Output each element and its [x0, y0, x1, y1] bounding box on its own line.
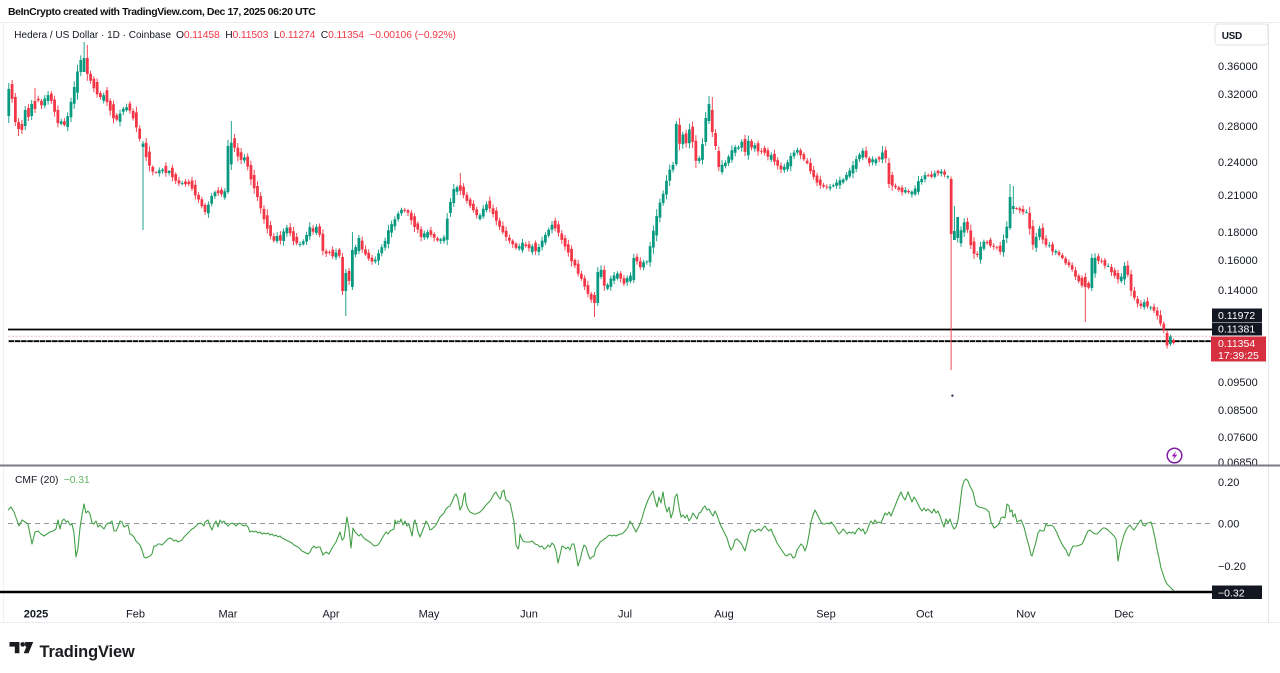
svg-text:0.28000: 0.28000 [1218, 121, 1258, 133]
svg-text:0.21000: 0.21000 [1218, 190, 1258, 202]
svg-text:Aug: Aug [714, 609, 734, 621]
svg-text:0.24000: 0.24000 [1218, 157, 1258, 169]
svg-text:2025: 2025 [24, 609, 48, 621]
svg-text:−0.20: −0.20 [1218, 561, 1246, 573]
svg-text:0.14000: 0.14000 [1218, 285, 1258, 297]
svg-text:0.08500: 0.08500 [1218, 405, 1258, 417]
svg-text:Nov: Nov [1016, 609, 1036, 621]
svg-text:May: May [419, 609, 440, 621]
svg-text:−0.32: −0.32 [1218, 587, 1245, 599]
svg-text:0.11972: 0.11972 [1218, 310, 1255, 322]
svg-text:Sep: Sep [816, 609, 836, 621]
svg-text:USD: USD [1222, 31, 1242, 42]
svg-text:Dec: Dec [1114, 609, 1134, 621]
svg-text:Jun: Jun [520, 609, 538, 621]
svg-text:0.07600: 0.07600 [1218, 432, 1258, 444]
svg-text:0.11354: 0.11354 [1218, 338, 1255, 350]
svg-text:0.18000: 0.18000 [1218, 227, 1258, 239]
svg-text:O0.11458 H0.11503 L0.11274: O0.11458 H0.11503 L0.11274 C0.11354 −0.0… [176, 30, 456, 41]
svg-text:0.36000: 0.36000 [1218, 61, 1258, 73]
svg-text:0.32000: 0.32000 [1218, 89, 1258, 101]
svg-text:17:39:25: 17:39:25 [1218, 350, 1259, 362]
svg-text:0.06850: 0.06850 [1218, 457, 1258, 469]
svg-text:0.20: 0.20 [1218, 477, 1239, 489]
svg-text:0.16000: 0.16000 [1218, 255, 1258, 267]
svg-text:Jul: Jul [618, 609, 632, 621]
svg-text:Feb: Feb [126, 609, 145, 621]
svg-text:Mar: Mar [219, 609, 238, 621]
svg-text:CMF (20): CMF (20) [15, 475, 58, 486]
svg-text:BeInCrypto created with Tradin: BeInCrypto created with TradingView.com,… [8, 6, 316, 18]
svg-text:−0.31: −0.31 [64, 475, 90, 486]
svg-text:Apr: Apr [322, 609, 339, 621]
svg-text:0.11381: 0.11381 [1218, 324, 1255, 336]
svg-text:0.00: 0.00 [1218, 519, 1239, 531]
svg-text:Hedera / US Dollar · 1D · Coin: Hedera / US Dollar · 1D · Coinbase [14, 30, 171, 41]
svg-text:TradingView: TradingView [40, 643, 135, 661]
svg-text:0.09500: 0.09500 [1218, 377, 1258, 389]
svg-text:Oct: Oct [916, 609, 933, 621]
